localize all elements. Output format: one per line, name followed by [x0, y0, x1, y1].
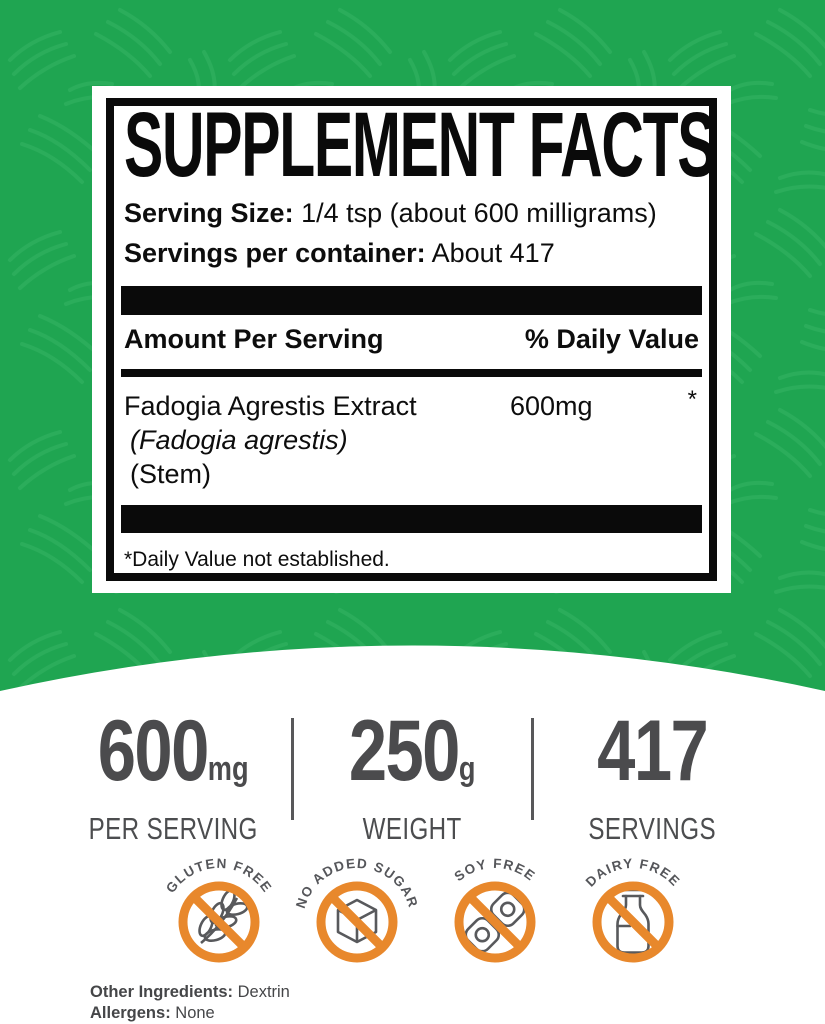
- ingredient-amount: 600mg: [510, 391, 593, 421]
- other-ingredients-label: Other Ingredients:: [90, 983, 234, 1001]
- daily-value-footnote: *Daily Value not established.: [124, 548, 390, 571]
- footer-text: Other Ingredients: Dextrin Allergens: No…: [90, 982, 290, 1024]
- servings-value: About 417: [425, 238, 555, 268]
- stat-weight-label: WEIGHT: [362, 811, 463, 846]
- stat-weight: 250g WEIGHT: [294, 708, 530, 844]
- ingredient-row: Fadogia Agrestis Extract (Fadogia agrest…: [124, 386, 699, 491]
- stat-unit: mg: [207, 750, 249, 788]
- allergens-value: None: [170, 1004, 215, 1022]
- serving-size-value: 1/4 tsp (about 600 milligrams): [293, 198, 657, 228]
- stat-servings: 417 SERVINGS: [534, 708, 770, 844]
- ingredient-plant-part: (Stem): [130, 459, 211, 489]
- badges-row: GLUTEN FREE NO ADDED SUGAR: [156, 856, 696, 982]
- no-added-sugar-badge: NO ADDED SUGAR: [294, 856, 420, 963]
- daily-value-header: % Daily Value: [524, 324, 699, 354]
- serving-size-label: Serving Size:: [124, 198, 294, 228]
- stat-unit: g: [459, 750, 476, 788]
- stat-servings-label: SERVINGS: [587, 811, 716, 846]
- stats-row: 600mg PER SERVING 250g WEIGHT 417 SERVIN…: [55, 708, 770, 844]
- separator-bar-top: [121, 286, 702, 315]
- ingredient-daily-value: *: [687, 386, 697, 413]
- dairy-free-badge: DAIRY FREE: [583, 856, 682, 963]
- allergens-line: Allergens: None: [90, 1003, 290, 1024]
- stat-per-serving-label: PER SERVING: [88, 811, 258, 846]
- stat-per-serving-value: 600mg: [79, 708, 268, 812]
- prohibited-ring: [454, 881, 536, 963]
- servings-per-container-line: Servings per container: About 417: [124, 236, 699, 270]
- prohibited-ring: [592, 881, 674, 963]
- other-ingredients-line: Other Ingredients: Dextrin: [90, 982, 290, 1003]
- stat-divider: [291, 718, 295, 820]
- stat-divider: [530, 718, 534, 820]
- supplement-facts-panel: SUPPLEMENT FACTS Serving Size: 1/4 tsp (…: [92, 86, 731, 593]
- badge-arc-text: SOY FREE: [451, 856, 538, 884]
- facts-title: SUPPLEMENT FACTS: [124, 98, 716, 196]
- curved-white-divider: [0, 645, 825, 700]
- ingredient-name: Fadogia Agrestis Extract: [124, 391, 417, 421]
- prohibited-ring: [316, 881, 398, 963]
- serving-size-line: Serving Size: 1/4 tsp (about 600 milligr…: [124, 196, 699, 230]
- servings-label: Servings per container:: [124, 238, 426, 268]
- allergens-label: Allergens:: [90, 1004, 171, 1022]
- separator-bar-bottom: [121, 505, 702, 533]
- ingredient-latin-name: (Fadogia agrestis): [130, 425, 348, 455]
- stat-number: 417: [596, 703, 709, 799]
- amount-per-serving-header: Amount Per Serving: [124, 324, 384, 354]
- stat-per-serving: 600mg PER SERVING: [55, 708, 291, 844]
- prohibited-ring: [178, 881, 260, 963]
- other-ingredients-value: Dextrin: [233, 983, 290, 1001]
- stat-number: 600: [97, 703, 210, 799]
- facts-header-row: Amount Per Serving % Daily Value: [124, 321, 699, 357]
- header-rule: [121, 369, 702, 377]
- soy-free-badge: SOY FREE: [451, 856, 538, 963]
- gluten-free-badge: GLUTEN FREE: [163, 856, 274, 963]
- facts-border: SUPPLEMENT FACTS Serving Size: 1/4 tsp (…: [106, 98, 717, 581]
- stat-weight-value: 250g: [318, 708, 507, 812]
- stat-number: 250: [349, 703, 461, 799]
- stat-servings-value: 417: [557, 708, 746, 812]
